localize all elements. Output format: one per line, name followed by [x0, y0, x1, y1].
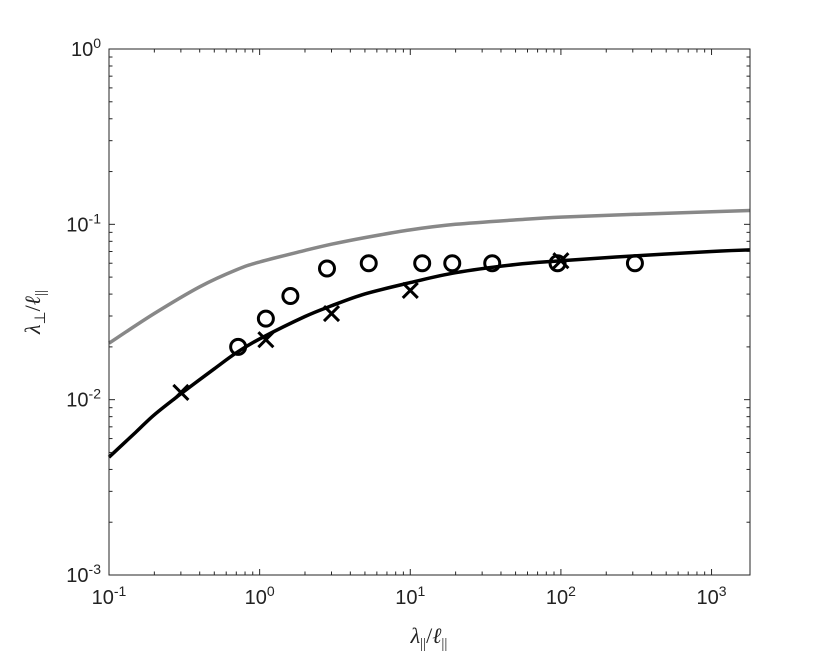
x-point [401, 281, 419, 299]
plot-frame [108, 48, 751, 576]
circle-point [483, 254, 502, 273]
circle-point [443, 254, 462, 273]
circle-point [281, 287, 300, 306]
x-tick-label: 10-1 [92, 583, 127, 609]
series-line-0 [108, 208, 751, 345]
x-point [322, 304, 341, 323]
x-point [172, 383, 190, 401]
circle-point [256, 309, 275, 328]
circle-point [317, 259, 336, 278]
x-tick-label: 102 [546, 583, 576, 609]
circle-point [359, 254, 378, 273]
x-tick-label: 100 [245, 583, 275, 609]
y-tick-label: 10-3 [66, 561, 101, 587]
circle-point [625, 254, 644, 273]
x-point [257, 331, 275, 349]
circle-point [229, 337, 248, 356]
y-tick-label: 10-1 [66, 210, 101, 236]
x-point [552, 252, 570, 270]
series-layer [107, 208, 751, 459]
plot-area [109, 49, 750, 575]
labels-layer: 10-1 100 101 102 103 10-3 10-2 10-1 100 [66, 35, 726, 609]
circle-point [413, 254, 432, 273]
x-tick-label: 101 [395, 583, 425, 609]
y-tick-label: 10-2 [66, 386, 101, 412]
ticks-layer [108, 48, 750, 576]
x-tick-label: 103 [697, 583, 727, 609]
x-axis-label: λ||/ℓ|| [410, 623, 448, 652]
y-axis-label: λ⊥/ℓ|| [20, 290, 49, 335]
y-tick-label: 100 [71, 35, 101, 61]
